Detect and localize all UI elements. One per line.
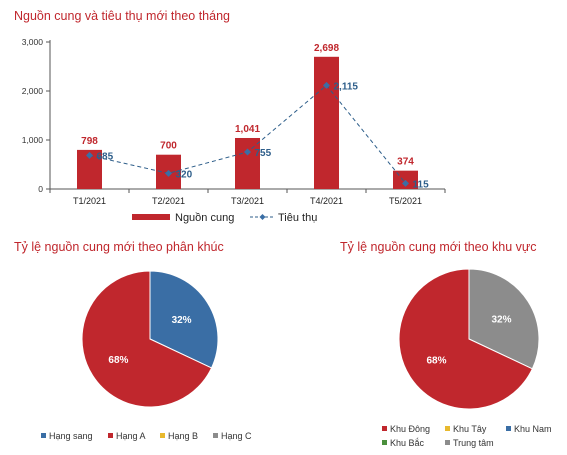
chart-title-region: Tỷ lệ nguồn cung mới theo khu vực xyxy=(340,240,537,254)
pie-region-legend-swatch xyxy=(445,426,450,431)
y-tick-label: 1,000 xyxy=(22,135,44,145)
pie-region-slice xyxy=(398,268,534,410)
line-value-label: 320 xyxy=(176,169,193,180)
pie-region-legend-label: Khu Đông xyxy=(390,424,430,434)
y-tick-label: 3,000 xyxy=(22,37,44,47)
pie-segment-legend-label: Hạng C xyxy=(221,431,252,441)
pie-segment-legend-label: Hạng B xyxy=(168,431,198,441)
legend-label: Nguồn cung xyxy=(175,212,234,224)
pie-segment-legend-swatch xyxy=(41,433,46,438)
x-category-label: T2/2021 xyxy=(152,196,185,206)
pie-segment-legend-label: Hạng sang xyxy=(49,431,93,441)
x-category-label: T3/2021 xyxy=(231,196,264,206)
pie-region-legend-swatch xyxy=(382,440,387,445)
bar-nguon-cung xyxy=(314,56,339,189)
line-point-marker xyxy=(244,148,251,156)
pie-region-legend-label: Khu Bắc xyxy=(390,438,425,448)
pie-region-legend-label: Trung tâm xyxy=(453,438,494,448)
line-value-label: 115 xyxy=(413,179,430,190)
bar-value-label: 700 xyxy=(160,141,177,152)
y-tick-label: 2,000 xyxy=(22,86,44,96)
bar-value-label: 2,698 xyxy=(314,43,339,54)
bar-value-label: 798 xyxy=(81,136,98,147)
bar-nguon-cung xyxy=(235,137,260,189)
line-point-marker xyxy=(165,169,172,177)
x-category-label: T5/2021 xyxy=(389,196,422,206)
bar-value-label: 1,041 xyxy=(235,124,260,135)
line-point-marker xyxy=(86,151,93,159)
pie-segment-legend-swatch xyxy=(108,433,113,438)
legend-swatch-marker xyxy=(259,214,266,220)
pie-segment-legend-swatch xyxy=(160,433,165,438)
line-point-marker xyxy=(323,81,330,89)
pie-segment-slice-label: 68% xyxy=(108,355,128,366)
legend-label: Tiêu thụ xyxy=(278,212,317,224)
pie-region-slice xyxy=(468,268,540,370)
y-tick-label: 0 xyxy=(38,184,43,194)
pie-region-legend-swatch xyxy=(506,426,511,431)
bar-value-label: 374 xyxy=(397,157,414,168)
pie-region-legend-swatch xyxy=(382,426,387,431)
pie-region-legend-swatch xyxy=(445,440,450,445)
x-category-label: T4/2021 xyxy=(310,196,343,206)
pie-region-slice-label: 68% xyxy=(426,356,446,367)
pie-segment-legend-label: Hạng A xyxy=(116,431,146,441)
line-value-label: 2,115 xyxy=(334,81,359,92)
pie-segment-slice-label: 32% xyxy=(172,315,192,326)
x-category-label: T1/2021 xyxy=(73,196,106,206)
line-value-label: 685 xyxy=(97,151,114,162)
pie-region-legend-label: Khu Tây xyxy=(453,424,487,434)
pie-segment-legend-swatch xyxy=(213,433,218,438)
chart-title-supply-consumption: Nguồn cung và tiêu thụ mới theo tháng xyxy=(14,9,230,23)
chart-title-segment: Tỷ lệ nguồn cung mới theo phân khúc xyxy=(14,240,224,254)
pie-region-slice-label: 32% xyxy=(491,314,511,325)
pie-segment-slice xyxy=(81,270,213,408)
pie-region-legend-label: Khu Nam xyxy=(514,424,552,434)
pie-segment-slice xyxy=(149,270,219,369)
line-value-label: 755 xyxy=(255,148,272,159)
line-point-marker xyxy=(402,179,409,187)
legend-swatch-bar xyxy=(132,214,170,220)
